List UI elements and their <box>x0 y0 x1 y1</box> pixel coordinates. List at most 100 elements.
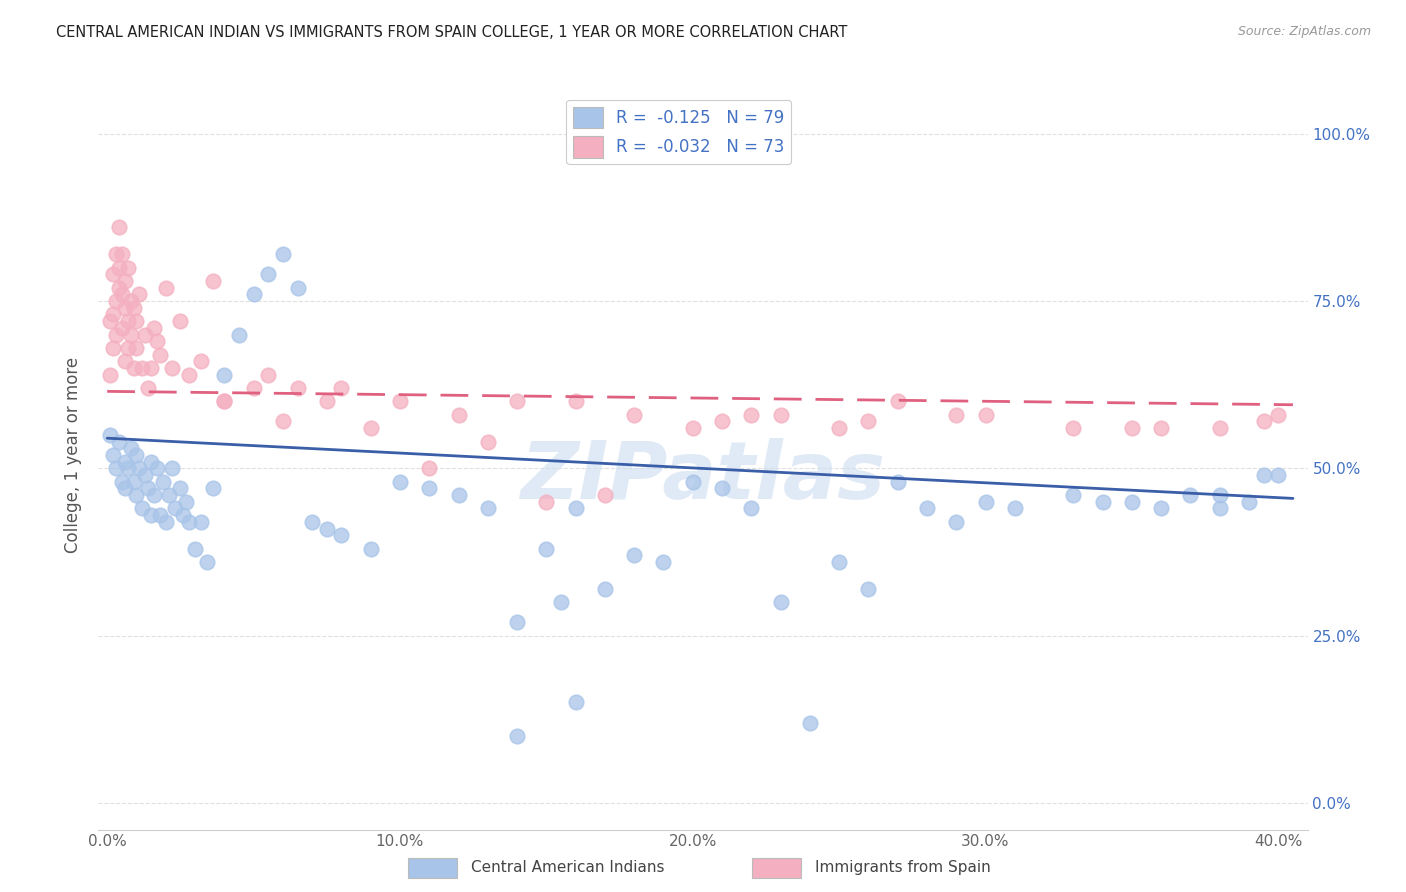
Point <box>104 294 127 309</box>
Point <box>1062 421 1084 435</box>
Point <box>886 394 908 409</box>
Point <box>388 394 411 409</box>
Point <box>564 696 586 710</box>
Point <box>915 501 938 516</box>
Legend: R =  -0.125   N = 79, R =  -0.032   N = 73: R = -0.125 N = 79, R = -0.032 N = 73 <box>567 100 792 164</box>
Point <box>1150 501 1173 516</box>
Point <box>114 455 136 469</box>
Point <box>315 394 337 409</box>
Point <box>169 482 191 496</box>
Point <box>125 314 148 328</box>
Point <box>143 321 166 335</box>
Point <box>536 494 558 508</box>
Point <box>111 321 134 335</box>
Point <box>330 528 353 542</box>
Point <box>228 327 250 342</box>
Point <box>101 307 124 322</box>
Point <box>974 408 997 422</box>
Point <box>506 394 529 409</box>
Point <box>155 515 177 529</box>
Point <box>214 394 236 409</box>
Point <box>886 475 908 489</box>
Point <box>128 461 150 475</box>
Point <box>1253 414 1275 429</box>
Point <box>201 482 224 496</box>
Point <box>143 488 166 502</box>
Point <box>114 301 136 315</box>
Point <box>157 488 180 502</box>
Point <box>447 488 470 502</box>
Point <box>711 414 734 429</box>
Point <box>134 327 156 342</box>
Point <box>149 508 172 523</box>
Point <box>536 541 558 556</box>
Point <box>152 475 174 489</box>
Point <box>740 501 762 516</box>
Point <box>477 501 499 516</box>
Point <box>114 482 136 496</box>
Point <box>117 341 139 355</box>
Point <box>146 461 169 475</box>
Point <box>769 408 792 422</box>
Point <box>146 334 169 349</box>
Point <box>418 461 440 475</box>
Point <box>1209 421 1232 435</box>
Point <box>828 555 851 569</box>
Point <box>134 467 156 482</box>
Point <box>108 281 131 295</box>
Point <box>125 341 148 355</box>
Point <box>184 541 207 556</box>
Point <box>740 408 762 422</box>
Point <box>114 274 136 288</box>
Point <box>101 268 124 282</box>
Point <box>564 501 586 516</box>
Point <box>169 314 191 328</box>
Point <box>242 287 264 301</box>
Point <box>1091 494 1114 508</box>
Point <box>287 381 309 395</box>
Point <box>131 361 153 376</box>
Point <box>1180 488 1202 502</box>
Point <box>1150 421 1173 435</box>
Point <box>287 281 309 295</box>
Point <box>477 434 499 449</box>
Point <box>114 354 136 368</box>
Point <box>1209 488 1232 502</box>
Point <box>257 368 280 382</box>
Point <box>139 361 162 376</box>
Point <box>111 475 134 489</box>
Point <box>101 341 124 355</box>
Point <box>301 515 323 529</box>
Point <box>945 408 967 422</box>
Point <box>623 408 645 422</box>
Point <box>711 482 734 496</box>
Point <box>214 394 236 409</box>
Point <box>139 455 162 469</box>
Text: Central American Indians: Central American Indians <box>471 861 665 875</box>
Text: CENTRAL AMERICAN INDIAN VS IMMIGRANTS FROM SPAIN COLLEGE, 1 YEAR OR MORE CORRELA: CENTRAL AMERICAN INDIAN VS IMMIGRANTS FR… <box>56 25 848 40</box>
Text: ZIPatlas: ZIPatlas <box>520 438 886 516</box>
Text: Source: ZipAtlas.com: Source: ZipAtlas.com <box>1237 25 1371 38</box>
Point <box>593 488 616 502</box>
Point <box>271 414 294 429</box>
Point <box>799 715 821 730</box>
Point <box>111 247 134 261</box>
Point <box>111 287 134 301</box>
Point <box>201 274 224 288</box>
Point <box>136 482 159 496</box>
Point <box>360 541 382 556</box>
Point <box>682 475 704 489</box>
Point <box>136 381 159 395</box>
Point <box>160 461 183 475</box>
Point <box>104 461 127 475</box>
Point <box>101 448 124 462</box>
Point <box>1062 488 1084 502</box>
Text: Immigrants from Spain: Immigrants from Spain <box>815 861 991 875</box>
Point <box>155 281 177 295</box>
Point <box>257 268 280 282</box>
Point <box>120 294 142 309</box>
Point <box>122 301 145 315</box>
Point <box>163 501 186 516</box>
Point <box>506 615 529 630</box>
Point <box>108 220 131 235</box>
